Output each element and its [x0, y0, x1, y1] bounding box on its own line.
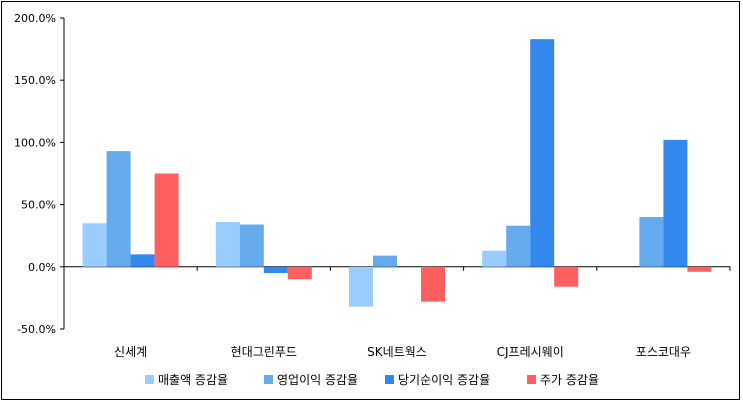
bar — [106, 151, 131, 267]
category-label: 포스코대우 — [636, 345, 691, 359]
legend-label: 매출액 증감율 — [158, 373, 228, 387]
category-label: 현대그린푸드 — [231, 345, 297, 359]
bar — [482, 250, 507, 267]
category-label: SK네트웍스 — [367, 345, 427, 359]
legend-swatch — [527, 375, 536, 384]
bar — [421, 266, 445, 302]
bar — [82, 223, 107, 267]
bar — [130, 254, 155, 267]
bar — [554, 266, 579, 287]
bar — [239, 224, 264, 267]
legend-label: 주가 증감율 — [540, 373, 599, 387]
y-tick-label: 0.0% — [28, 261, 56, 274]
bar — [154, 173, 179, 267]
bar — [287, 266, 312, 280]
bar — [506, 225, 531, 267]
bar — [263, 266, 288, 274]
legend-swatch — [145, 375, 154, 384]
category-label: 신세계 — [114, 345, 147, 359]
bar — [373, 255, 397, 267]
category-label: CJ프레시웨이 — [497, 345, 564, 359]
bar — [215, 222, 240, 267]
legend-swatch — [385, 375, 394, 384]
y-tick-label: 100.0% — [14, 136, 56, 149]
y-tick-label: 50.0% — [21, 199, 56, 212]
y-tick-label: 200.0% — [14, 12, 56, 25]
y-tick-label: -50.0% — [17, 323, 56, 336]
bar — [687, 266, 712, 272]
bar — [349, 266, 373, 307]
legend-label: 당기순이익 증감율 — [398, 373, 490, 387]
bar — [639, 217, 664, 267]
bar — [530, 39, 555, 267]
bar — [663, 139, 688, 267]
y-tick-label: 150.0% — [14, 74, 56, 87]
legend-swatch — [264, 375, 273, 384]
legend-label: 영업이익 증감율 — [277, 373, 358, 387]
